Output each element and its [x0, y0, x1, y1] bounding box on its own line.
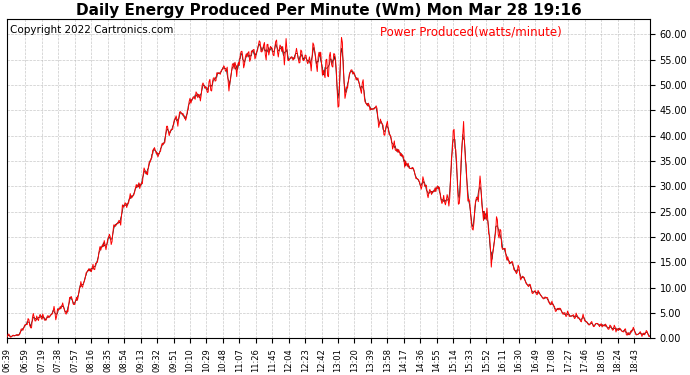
- Text: Copyright 2022 Cartronics.com: Copyright 2022 Cartronics.com: [10, 26, 174, 35]
- Text: Power Produced(watts/minute): Power Produced(watts/minute): [380, 26, 562, 38]
- Title: Daily Energy Produced Per Minute (Wm) Mon Mar 28 19:16: Daily Energy Produced Per Minute (Wm) Mo…: [76, 3, 582, 18]
